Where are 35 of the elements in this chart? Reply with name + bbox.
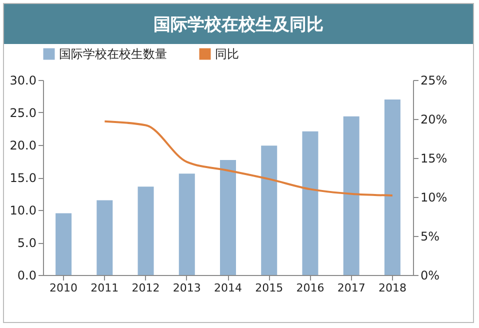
line-series xyxy=(104,120,394,196)
bar xyxy=(261,146,278,275)
y2-tick-label: 0% xyxy=(420,268,440,282)
x-tick-label: 2016 xyxy=(296,282,324,294)
y2-tick-label: 20% xyxy=(420,112,448,126)
y-tick-label: 0.0 xyxy=(17,268,36,282)
y-tick-label: 5.0 xyxy=(17,236,36,250)
bar xyxy=(56,213,72,275)
legend-label: 同比 xyxy=(215,47,239,61)
x-tick-label: 2012 xyxy=(132,282,160,294)
y-tick-label: 25.0 xyxy=(10,106,36,120)
x-tick-label: 2015 xyxy=(255,282,284,294)
bar xyxy=(343,116,360,275)
x-tick-label: 2013 xyxy=(172,282,201,294)
bar xyxy=(302,131,318,275)
chart-title: 国际学校在校生及同比 xyxy=(4,4,473,44)
y-tick-label: 20.0 xyxy=(10,138,36,152)
x-tick-label: 2018 xyxy=(378,282,406,294)
y-tick-label: 15.0 xyxy=(10,171,36,185)
y-tick-label: 10.0 xyxy=(10,204,36,218)
bar xyxy=(138,186,154,275)
y2-tick-label: 10% xyxy=(420,190,448,204)
x-tick-label: 2011 xyxy=(90,282,119,294)
bar xyxy=(96,200,113,275)
legend-label: 国际学校在校生数量 xyxy=(59,47,167,61)
x-tick-label: 2014 xyxy=(214,282,242,294)
bar xyxy=(178,174,195,275)
y2-tick-label: 5% xyxy=(420,230,440,244)
y2-tick-label: 15% xyxy=(420,152,448,166)
y-tick-label: 30.0 xyxy=(10,74,36,88)
bar xyxy=(384,100,400,275)
x-tick-label: 2010 xyxy=(50,282,78,294)
x-tick-label: 2017 xyxy=(337,282,366,294)
y2-tick-label: 25% xyxy=(420,74,448,88)
bar xyxy=(220,160,236,275)
